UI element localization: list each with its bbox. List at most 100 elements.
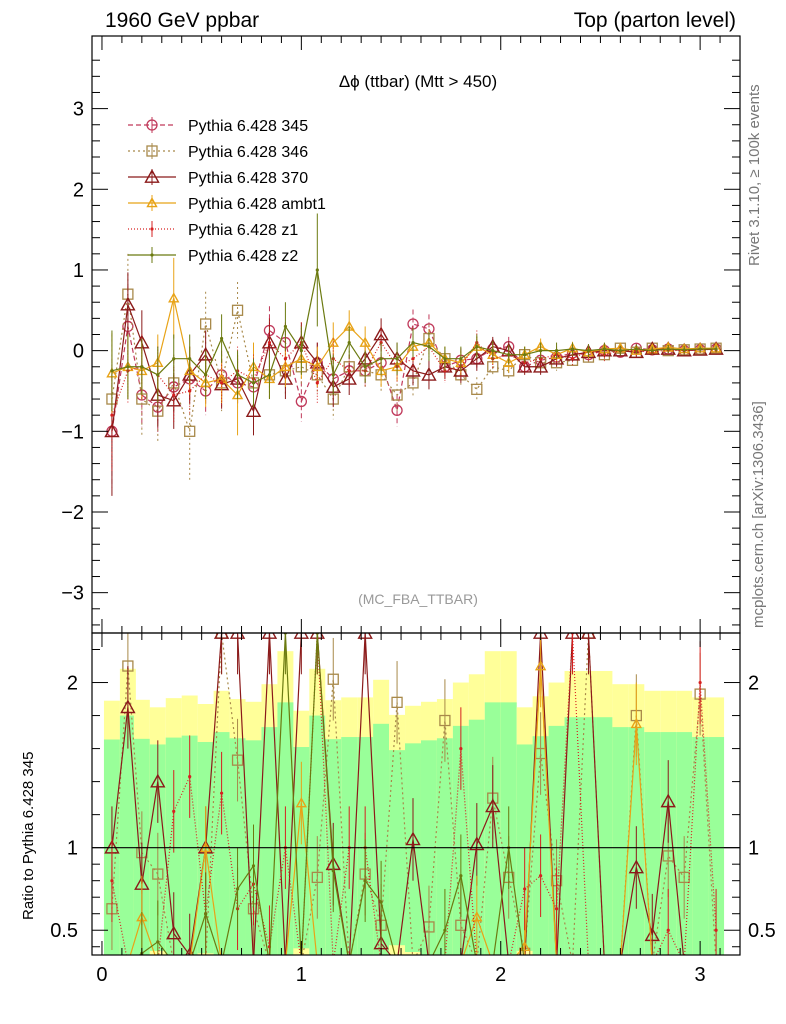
data-point-triangle — [295, 797, 308, 808]
data-point-dot — [363, 879, 367, 883]
data-point-dot — [126, 365, 130, 369]
data-point-triangle — [373, 326, 389, 341]
ratio-band-green — [564, 717, 581, 955]
data-point-circle — [295, 395, 308, 408]
data-point-dot — [204, 912, 208, 916]
ratio-series-line — [129, 665, 653, 955]
data-point-triangle — [421, 366, 437, 381]
data-point-dot — [220, 381, 224, 385]
plot-title: Δϕ (ttbar) (Mtt > 450) — [339, 72, 497, 91]
data-point-square — [146, 145, 158, 157]
analysis-tag: (MC_FBA_TTBAR) — [358, 591, 478, 607]
data-point-dot — [110, 369, 114, 373]
data-point-triangle — [327, 336, 339, 347]
data-point-dot — [523, 887, 527, 891]
data-point-triangle — [359, 336, 371, 347]
data-point-triangle — [229, 633, 246, 639]
data-point-triangle — [405, 362, 421, 377]
data-point-dot — [459, 357, 463, 361]
data-point-triangle — [534, 660, 547, 671]
data-point-dot — [443, 357, 447, 361]
data-point-dot — [443, 928, 447, 932]
data-point-dot — [459, 746, 463, 751]
data-point-dot — [698, 347, 702, 351]
data-point-square — [199, 318, 212, 330]
main-series-3 — [106, 257, 722, 436]
data-point-dot — [570, 357, 575, 361]
legend-label: Pythia 6.428 370 — [188, 170, 308, 187]
legend-label: Pythia 6.428 345 — [188, 118, 308, 135]
data-point-dot — [150, 253, 154, 257]
data-point-dot — [204, 373, 208, 377]
data-point-dot — [267, 373, 272, 377]
data-point-dot — [427, 345, 431, 349]
data-point-dot — [235, 887, 240, 891]
data-point-dot — [172, 357, 176, 361]
data-point-dot — [110, 413, 114, 417]
data-point-dot — [188, 357, 192, 361]
legend-entry: Pythia 6.428 z1 — [128, 221, 298, 239]
y-tick-label: 0 — [73, 341, 84, 363]
y-tick-label: −1 — [61, 421, 84, 443]
ratio-band-green — [213, 732, 230, 955]
data-point-circle — [146, 119, 158, 131]
data-point-dot — [188, 775, 192, 779]
y-tick-label: −3 — [61, 583, 84, 605]
data-point-dot — [315, 381, 319, 385]
legend-label: Pythia 6.428 z2 — [188, 248, 298, 265]
main-series-group — [104, 213, 724, 496]
data-point-triangle — [166, 925, 182, 940]
series-line — [111, 304, 717, 432]
legend-entry: Pythia 6.428 ambt1 — [128, 195, 326, 213]
ratio-band-green — [692, 737, 709, 955]
x-tick-label: 1 — [296, 964, 307, 986]
data-point-triangle — [279, 360, 292, 372]
y-tick-label: 3 — [73, 99, 84, 121]
data-point-dot — [554, 349, 559, 353]
main-series-0 — [106, 286, 722, 488]
ratio-band-green — [436, 738, 453, 955]
data-point-triangle — [628, 859, 645, 874]
series-line — [111, 341, 717, 416]
data-point-dot — [411, 340, 415, 345]
data-point-dot — [172, 809, 176, 813]
data-point-dot — [491, 349, 495, 353]
data-point-square — [231, 754, 244, 766]
axes-group: −3 −2 −1 0 1 2 3 0.5 0.5 1 1 2 2 0 1 2 3 — [50, 35, 776, 986]
data-point-triangle — [516, 358, 533, 373]
data-point-triangle — [168, 292, 180, 303]
ratio-frame — [91, 632, 741, 956]
legend: Pythia 6.428 345 Pythia 6.428 346 Pythia 6… — [128, 117, 326, 265]
data-point-triangle — [405, 831, 421, 846]
ratio-band-green — [261, 727, 278, 955]
data-point-dot — [347, 369, 351, 373]
data-point-square — [439, 714, 451, 727]
data-point-triangle — [644, 927, 660, 942]
data-point-dot — [156, 940, 160, 944]
data-point-dot — [251, 864, 256, 868]
legend-entry: Pythia 6.428 346 — [128, 143, 308, 161]
legend-entry: Pythia 6.428 z2 — [128, 247, 298, 265]
data-point-triangle — [532, 358, 549, 373]
data-point-triangle — [104, 423, 120, 438]
data-point-dot — [220, 791, 224, 795]
data-point-dot — [299, 349, 303, 353]
data-point-dot — [602, 347, 607, 351]
data-point-dot — [150, 227, 154, 231]
data-point-dot — [267, 340, 272, 345]
data-point-square — [184, 425, 196, 437]
data-point-dot — [539, 874, 543, 878]
ratio-band-green — [580, 717, 597, 955]
data-point-dot — [650, 349, 654, 353]
data-point-dot — [363, 365, 367, 369]
ratio-y-tick-label: 2 — [67, 673, 78, 695]
ratio-y-tick-label-right: 0.5 — [748, 920, 776, 942]
x-tick-label: 3 — [695, 964, 706, 986]
data-point-dot — [523, 353, 527, 357]
data-point-dot — [618, 349, 622, 353]
data-point-dot — [283, 324, 288, 329]
data-point-dot — [459, 874, 463, 878]
header-left: 1960 GeV ppbar — [105, 9, 260, 32]
data-point-dot — [634, 347, 638, 351]
ratio-series-line — [138, 633, 525, 955]
